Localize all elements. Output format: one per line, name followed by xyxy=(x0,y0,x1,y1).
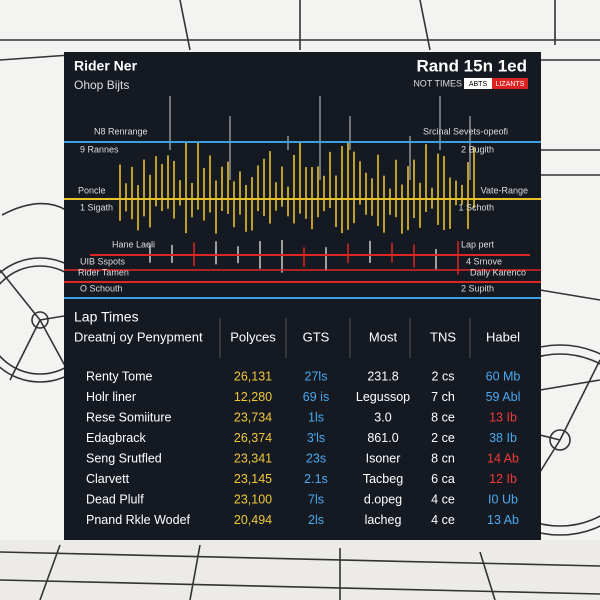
chart-label: Srcinal Sevets-opeofi xyxy=(423,126,508,136)
row-label: Clarvett xyxy=(86,472,130,486)
cell: 2 ce xyxy=(431,431,455,445)
right-title: Rand 15n 1ed xyxy=(416,56,527,75)
column-header: Polyces xyxy=(230,329,276,344)
table: Lap Times Dreatnj oy Penypment Polyces GTS… xyxy=(74,309,520,527)
cell: 23s xyxy=(306,451,326,465)
cell: 23,100 xyxy=(234,492,272,506)
row-label: Holr liner xyxy=(86,390,136,404)
cell: 8 ce xyxy=(431,410,455,424)
row-label: Dead Plulf xyxy=(86,492,144,506)
cell: 231.8 xyxy=(367,369,398,383)
chart-label: 2 Bugith xyxy=(461,144,494,154)
cell: 23,341 xyxy=(234,451,272,465)
column-header: Most xyxy=(369,329,398,344)
cell: 4 ce xyxy=(431,492,455,506)
cell: 14 Ab xyxy=(487,451,519,465)
row-label: Pnand Rkle Wodef xyxy=(86,513,191,527)
chart-label: Hane Laeli xyxy=(112,239,155,249)
cell: 6 ca xyxy=(431,472,455,486)
title: Rider Ner xyxy=(74,58,138,74)
chart-label: 9 Rannes xyxy=(80,144,119,154)
cell: 20,494 xyxy=(234,513,272,527)
chart-label: UIB Sspots xyxy=(80,256,126,266)
cell: 2 cs xyxy=(432,369,455,383)
cell: 3'ls xyxy=(307,431,325,445)
cell: 13 Ab xyxy=(487,513,519,527)
cell: d.opeg xyxy=(364,492,402,506)
cell: 7ls xyxy=(308,492,324,506)
badge-text: ABTS xyxy=(469,81,488,88)
badge-text: LIZANTS xyxy=(496,81,525,88)
cell: 23,734 xyxy=(234,410,272,424)
column-header: TNS xyxy=(430,329,456,344)
badge xyxy=(464,78,492,89)
cell: 1ls xyxy=(308,410,324,424)
chart-label: 4 Srnove xyxy=(466,256,502,266)
cell: 7 ch xyxy=(431,390,455,404)
cell: 23,145 xyxy=(234,472,272,486)
subtitle: Ohop Bijts xyxy=(74,78,129,92)
chart-label: Daily Karenco xyxy=(470,267,526,277)
column-header: GTS xyxy=(303,329,330,344)
cell: Legussop xyxy=(356,390,410,404)
chart-label: 1 Sigath xyxy=(80,202,113,212)
cell: 2.1s xyxy=(304,472,328,486)
cell: Tacbeg xyxy=(363,472,403,486)
cell: 69 is xyxy=(303,390,329,404)
column-header: Dreatnj oy Penypment xyxy=(74,329,203,344)
cell: I0 Ub xyxy=(488,492,518,506)
cell: 26,374 xyxy=(234,431,272,445)
table-title: Lap Times xyxy=(74,309,139,325)
cell: 27ls xyxy=(305,369,328,383)
cell: 38 Ib xyxy=(489,431,517,445)
chart-label: N8 Renrange xyxy=(94,126,148,136)
chart-label: Poncle xyxy=(78,185,106,195)
cell: 3.0 xyxy=(374,410,391,424)
row-label: Seng Srutfled xyxy=(86,451,162,465)
cell: 4 ce xyxy=(431,513,455,527)
cell: 12,280 xyxy=(234,390,272,404)
cell: 26,131 xyxy=(234,369,272,383)
cell: 60 Mb xyxy=(486,369,521,383)
chart-label: Rider Tamen xyxy=(78,267,129,277)
cell: 8 cn xyxy=(431,451,455,465)
row-label: Rese Somiiture xyxy=(86,410,171,424)
cell: 861.0 xyxy=(367,431,398,445)
row-label: Edagbrack xyxy=(86,431,147,445)
cell: Isoner xyxy=(366,451,401,465)
row-label: Renty Tome xyxy=(86,369,153,383)
cell: lacheg xyxy=(365,513,402,527)
cell: 2ls xyxy=(308,513,324,527)
chart-label: 1 Schoth xyxy=(458,202,494,212)
badge xyxy=(492,78,528,89)
panel xyxy=(64,52,541,540)
waveform xyxy=(119,96,475,275)
cell: 12 Ib xyxy=(489,472,517,486)
column-header: Habel xyxy=(486,329,520,344)
chart-label: Vate-Range xyxy=(481,185,528,195)
right-subtitle: NOT TIMES xyxy=(413,78,462,88)
cell: 59 Abl xyxy=(486,390,521,404)
chart-label: 2 Supith xyxy=(461,283,494,293)
cell: 13 Ib xyxy=(489,410,517,424)
chart-label: O Schouth xyxy=(80,283,123,293)
chart-label: Lap pert xyxy=(461,239,495,249)
